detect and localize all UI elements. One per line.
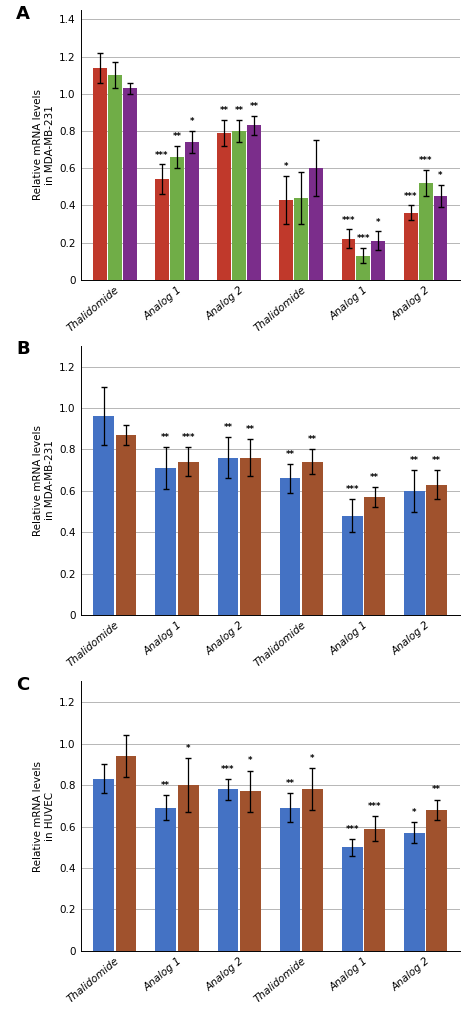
Text: **: ** [223, 423, 232, 432]
Bar [404, 833, 425, 951]
Bar [364, 497, 385, 615]
Text: C: C [16, 676, 29, 694]
Text: ***: *** [356, 235, 370, 243]
Bar [404, 491, 425, 615]
Text: **: ** [432, 785, 441, 794]
Bar [155, 179, 169, 280]
Text: 25 μM: 25 μM [160, 739, 194, 750]
Text: **: ** [308, 435, 317, 444]
Bar [240, 791, 261, 951]
Bar [178, 462, 199, 615]
Text: *: * [190, 117, 194, 126]
Text: **: ** [410, 456, 419, 465]
Bar [427, 485, 447, 615]
Text: 25 μM: 25 μM [160, 404, 194, 414]
Bar [372, 241, 385, 280]
Bar [93, 416, 114, 615]
Bar [232, 131, 246, 280]
Text: **: ** [173, 132, 182, 141]
Text: 100 μM: 100 μM [343, 739, 384, 750]
Bar [404, 213, 418, 280]
Text: **: ** [161, 781, 170, 790]
Legend: VEGF165, MMP-2: VEGF165, MMP-2 [210, 794, 331, 804]
Y-axis label: Relative mRNA levels
in MDA-MB-231: Relative mRNA levels in MDA-MB-231 [33, 425, 55, 536]
Text: ***: *** [404, 191, 418, 200]
Bar [155, 807, 176, 951]
Text: **: ** [370, 473, 379, 482]
Text: ***: *** [221, 765, 235, 774]
Bar [178, 785, 199, 951]
Bar [342, 516, 363, 615]
Text: **: ** [161, 433, 170, 442]
Text: *: * [248, 757, 253, 766]
Text: B: B [16, 341, 30, 358]
Bar [356, 255, 370, 280]
Text: ***: *** [155, 151, 169, 160]
Text: *: * [438, 171, 443, 180]
Text: **: ** [219, 106, 228, 115]
Text: *: * [376, 218, 381, 227]
Bar [116, 435, 137, 615]
Text: 100 μM: 100 μM [343, 404, 384, 414]
Text: *: * [412, 809, 417, 818]
Bar [247, 125, 261, 280]
Text: ***: *** [346, 485, 359, 494]
Bar [93, 779, 114, 951]
Bar [108, 75, 122, 280]
Text: **: ** [235, 106, 244, 115]
Bar [279, 199, 293, 280]
Bar [280, 807, 301, 951]
Bar [309, 168, 323, 280]
Bar [419, 183, 433, 280]
Bar [217, 133, 231, 280]
Bar [342, 847, 363, 951]
Bar [302, 462, 323, 615]
Bar [427, 810, 447, 951]
Text: ***: *** [182, 433, 195, 442]
Bar [342, 239, 356, 280]
Bar [123, 88, 137, 280]
Bar [294, 198, 308, 280]
Bar [364, 829, 385, 951]
Bar [185, 142, 199, 280]
Text: **: ** [432, 456, 441, 465]
Bar [280, 478, 301, 615]
Bar [155, 468, 176, 615]
Text: ***: *** [342, 216, 355, 225]
Bar [240, 458, 261, 615]
Text: **: ** [285, 450, 294, 459]
Bar [116, 756, 137, 951]
Bar [302, 789, 323, 951]
Text: A: A [16, 5, 30, 22]
Text: *: * [284, 162, 289, 171]
Bar [93, 68, 107, 280]
Bar [218, 458, 238, 615]
Bar [170, 157, 184, 280]
Text: ***: *** [346, 825, 359, 834]
Text: *: * [186, 743, 191, 753]
Text: ***: *** [419, 157, 432, 166]
Text: **: ** [285, 779, 294, 788]
Text: **: ** [246, 425, 255, 434]
Text: **: ** [249, 103, 258, 112]
Bar [218, 789, 238, 951]
Legend: IL-6, IL-8, TNF-α: IL-6, IL-8, TNF-α [204, 459, 337, 469]
Y-axis label: Relative mRNA levels
in HUVEC: Relative mRNA levels in HUVEC [33, 761, 55, 872]
Bar [434, 196, 447, 280]
Y-axis label: Relative mRNA levels
in MDA-MB-231: Relative mRNA levels in MDA-MB-231 [33, 89, 55, 200]
Text: ***: *** [368, 802, 382, 811]
Text: *: * [310, 755, 315, 764]
